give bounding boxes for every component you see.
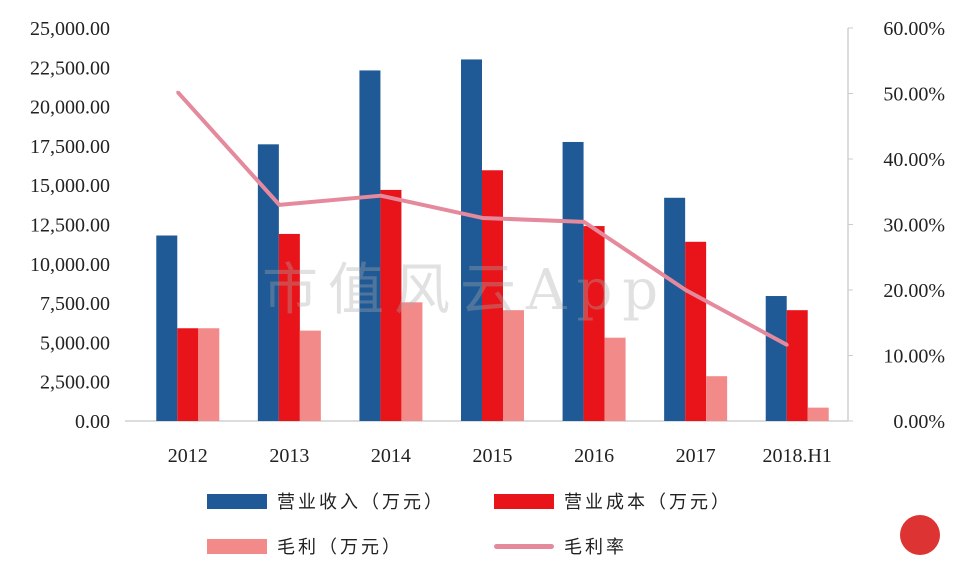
bar-revenue	[562, 141, 584, 421]
x-tick-label: 2014	[371, 445, 411, 467]
bar-gross-profit	[198, 328, 220, 421]
legend-swatch-margin	[494, 543, 554, 549]
bar-gross-profit	[299, 330, 321, 421]
x-tick-label: 2016	[574, 445, 614, 467]
y-tick-label: 17,500.00	[30, 136, 110, 158]
y2-tick-label: 50.00%	[883, 84, 945, 106]
legend-label-revenue: 营业收入（万元）	[277, 492, 445, 513]
line-point-gross-margin	[785, 343, 789, 347]
line-point-gross-margin	[379, 194, 383, 198]
legend-swatch-revenue	[207, 493, 267, 509]
line-point-gross-margin	[176, 90, 180, 94]
x-tick-label: 2015	[473, 445, 513, 467]
y-tick-label: 7,500.00	[40, 293, 110, 315]
x-tick-label: 2017	[676, 445, 716, 467]
bar-gross-profit	[604, 337, 626, 421]
x-tick-label: 2018.H1	[762, 445, 831, 467]
x-tick-label: 2013	[269, 445, 309, 467]
bar-gross-profit	[706, 376, 728, 421]
legend-label-cost: 营业成本（万元）	[564, 492, 732, 513]
watermark: 市值风云App	[262, 258, 669, 323]
legend-swatch-gross-profit	[207, 538, 267, 554]
bar-revenue	[156, 235, 178, 421]
y-tick-label: 12,500.00	[30, 215, 110, 237]
y-tick-label: 20,000.00	[30, 97, 110, 119]
bar-cost	[786, 310, 808, 421]
bar-gross-profit	[807, 407, 829, 421]
y-tick-label: 5,000.00	[40, 332, 110, 354]
y-tick-label: 25,000.00	[30, 18, 110, 40]
y-tick-label: 2,500.00	[40, 372, 110, 394]
y2-tick-label: 60.00%	[883, 18, 945, 40]
y-tick-label: 22,500.00	[30, 57, 110, 79]
bar-cost	[177, 328, 199, 421]
line-point-gross-margin	[277, 203, 281, 207]
bar-gross-profit	[401, 302, 423, 421]
bar-cost	[685, 241, 707, 421]
bar-revenue	[359, 70, 381, 421]
logo-seal	[900, 515, 940, 555]
y2-tick-label: 20.00%	[883, 280, 945, 302]
x-tick-label: 2012	[168, 445, 208, 467]
bar-revenue	[461, 59, 482, 421]
y2-tick-label: 30.00%	[883, 215, 945, 237]
line-point-gross-margin	[481, 216, 484, 220]
bar-cost	[482, 170, 503, 421]
y2-tick-label: 40.00%	[883, 149, 945, 171]
legend-item-gross-profit: 毛利（万元）	[207, 533, 403, 559]
bar-cost	[583, 226, 605, 421]
legend-swatch-cost	[494, 493, 554, 509]
line-point-gross-margin	[684, 288, 688, 292]
line-point-gross-margin	[582, 220, 586, 224]
y2-tick-label: 10.00%	[883, 346, 945, 368]
legend-item-cost: 营业成本（万元）	[494, 488, 732, 514]
y2-tick-label: 0.00%	[893, 411, 945, 433]
bar-cost	[278, 233, 300, 421]
bar-revenue	[664, 197, 686, 421]
legend-label-gross-profit: 毛利（万元）	[277, 537, 403, 558]
bar-cost	[380, 189, 402, 421]
legend-label-margin: 毛利率	[564, 537, 627, 558]
bar-gross-profit	[503, 310, 524, 421]
legend-item-revenue: 营业收入（万元）	[207, 488, 445, 514]
y-tick-label: 10,000.00	[30, 254, 110, 276]
bar-revenue	[765, 296, 787, 421]
y-tick-label: 0.00	[75, 411, 110, 433]
bar-revenue	[257, 144, 279, 421]
legend-item-margin: 毛利率	[494, 533, 627, 559]
y-tick-label: 15,000.00	[30, 175, 110, 197]
